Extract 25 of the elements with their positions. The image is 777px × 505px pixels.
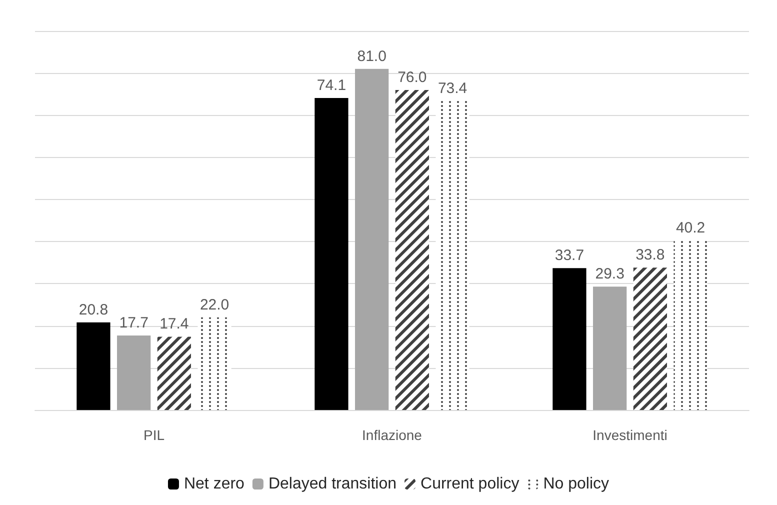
data-label: 81.0 [357, 48, 386, 65]
data-label: 33.8 [636, 246, 665, 264]
data-label: 73.4 [438, 80, 468, 97]
data-label: 20.8 [78, 301, 108, 318]
data-label: 40.2 [676, 220, 706, 237]
legend-label: Net zero [184, 476, 245, 492]
x-tick-label: Inflazione [362, 427, 422, 443]
legend-label: Delayed transition [268, 476, 397, 492]
data-label: 29.3 [595, 266, 624, 283]
data-label: 17.4 [160, 316, 189, 333]
x-tick-label: PIL [143, 427, 165, 443]
x-tick-label: Investimenti [592, 427, 668, 443]
legend-label: Current policy [420, 476, 520, 492]
data-label: 17.7 [119, 314, 148, 332]
bar [117, 335, 151, 410]
bar [593, 286, 627, 410]
legend-label: No policy [543, 476, 610, 492]
data-label: 22.0 [200, 296, 230, 314]
data-label: 76.0 [398, 68, 427, 86]
data-label: 74.1 [316, 76, 346, 94]
bar [355, 68, 389, 410]
bar [314, 98, 348, 410]
bar [552, 268, 586, 410]
bar [76, 322, 110, 410]
data-label: 33.7 [554, 247, 584, 264]
